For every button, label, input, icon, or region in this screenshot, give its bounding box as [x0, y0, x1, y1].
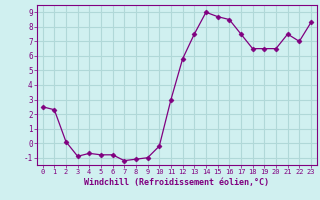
- X-axis label: Windchill (Refroidissement éolien,°C): Windchill (Refroidissement éolien,°C): [84, 178, 269, 187]
